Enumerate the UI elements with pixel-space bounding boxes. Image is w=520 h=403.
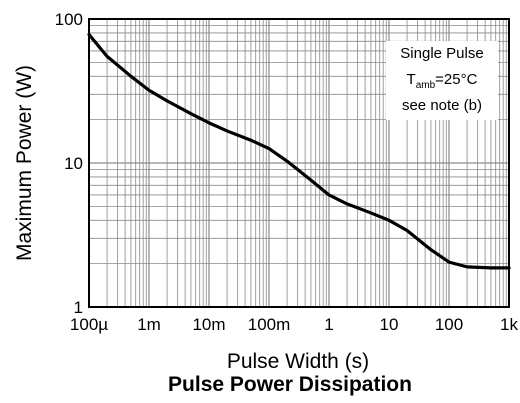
x-tick-label: 100 <box>435 315 463 334</box>
annotation-line2: Tamb=25°C <box>407 71 478 91</box>
x-tick-label: 1m <box>137 315 161 334</box>
series-line <box>87 32 511 270</box>
y-tick-label: 10 <box>64 154 83 173</box>
y-axis-label: Maximum Power (W) <box>13 65 36 261</box>
plot-frame <box>88 18 510 308</box>
x-tick-label: 100µ <box>70 315 108 334</box>
annotation-rest: =25°C <box>435 71 477 88</box>
annotation-box: Single Pulse Tamb=25°C see note (b) <box>386 41 498 120</box>
y-tick-labels: 1 10 100 <box>55 10 83 317</box>
annotation-line3: see note (b) <box>402 97 482 114</box>
y-tick-label: 1 <box>74 298 83 317</box>
y-tick-label: 100 <box>55 10 83 29</box>
chart-title: Pulse Power Dissipation <box>168 373 412 396</box>
x-tick-labels: 100µ 1m 10m 100m 1 10 100 1k <box>70 315 519 334</box>
grid-lines <box>89 19 509 307</box>
x-tick-label: 1 <box>324 315 333 334</box>
x-tick-label: 1k <box>500 315 518 334</box>
x-tick-label: 10 <box>380 315 399 334</box>
x-axis-label: Pulse Width (s) <box>227 350 369 373</box>
x-tick-label: 10m <box>192 315 225 334</box>
annotation-line1: Single Pulse <box>400 45 483 62</box>
x-tick-label: 100m <box>248 315 291 334</box>
annotation-sub: amb <box>416 80 436 91</box>
annotation-t: T <box>407 71 416 88</box>
